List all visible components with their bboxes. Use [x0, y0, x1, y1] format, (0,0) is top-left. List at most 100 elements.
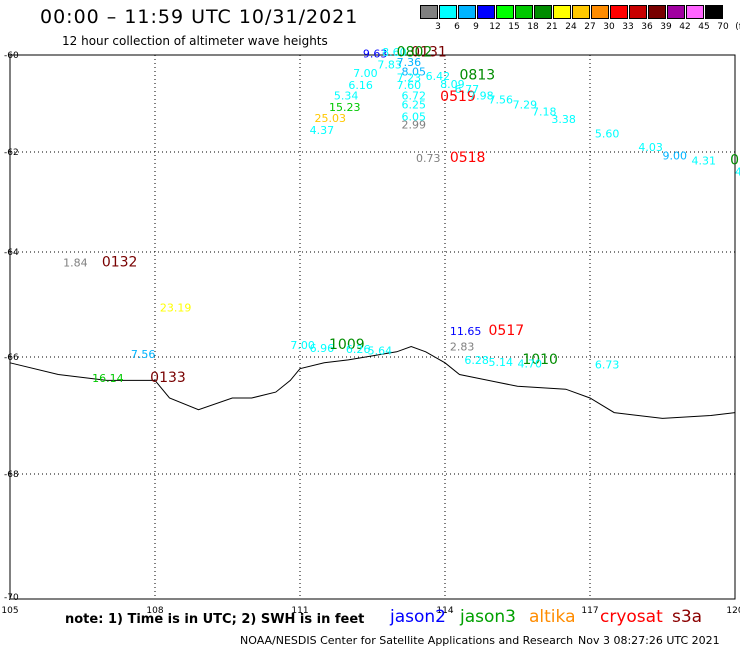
- wave-height-label: 15.23: [329, 101, 361, 114]
- coastline: [9, 345, 736, 419]
- scale-label: 21: [546, 22, 558, 32]
- map-grid: [10, 55, 735, 599]
- wave-height-label: 9.00: [663, 150, 688, 163]
- wave-height-label: 5.14: [489, 356, 514, 369]
- longitude-label: 114: [436, 606, 453, 616]
- pass-time-label: 1009: [329, 337, 365, 353]
- scale-label: 24: [565, 22, 577, 32]
- latitude-label: -66: [4, 353, 19, 363]
- wave-height-label: 7.18: [532, 106, 557, 119]
- legend-cryosat: cryosat: [600, 607, 663, 627]
- longitude-labels: 105 108 111 114 117 120: [1, 606, 740, 616]
- wave-height-label: 7.00: [353, 67, 378, 80]
- scale-label: 9: [473, 22, 479, 32]
- wave-height-label: 4.70: [518, 358, 543, 371]
- wave-height-label: 7.36: [397, 56, 422, 69]
- scale-swatch: [648, 5, 666, 19]
- pass-time-label: 0132: [102, 255, 138, 271]
- legend-jason2: jason2: [390, 607, 446, 627]
- scale-label: 45: [698, 22, 710, 32]
- scale-swatch: [515, 5, 533, 19]
- scale-swatch: [629, 5, 647, 19]
- wave-height-label: 7.98: [469, 90, 494, 103]
- wave-height-label: 5.34: [334, 90, 359, 103]
- wave-height-label: 2.83: [450, 341, 475, 354]
- latitude-label: -68: [4, 470, 19, 480]
- scale-label: 42: [679, 22, 691, 32]
- pass-time-label: 0814: [730, 153, 740, 169]
- scale-swatch: [439, 5, 457, 19]
- scale-label: 18: [527, 22, 539, 32]
- wave-height-label: 6.73: [595, 359, 620, 372]
- scale-label: 36: [641, 22, 653, 32]
- scale-label: 12: [489, 22, 501, 32]
- wave-height-label: 3.38: [551, 113, 576, 126]
- latitude-labels: -60 -62 -64 -66 -68 -70: [4, 51, 19, 603]
- wave-height-label: 7.00: [290, 339, 315, 352]
- wave-height-label: 8.09: [440, 78, 465, 91]
- map-frame: [9, 54, 736, 600]
- wave-height-label: 0.73: [416, 152, 441, 165]
- pass-time-label: 0802: [397, 44, 433, 60]
- scale-swatch: [705, 5, 723, 19]
- wave-height-label: 6.25: [402, 98, 427, 111]
- wave-height-label: 7.56: [131, 348, 156, 361]
- footer-credit: NOAA/NESDIS Center for Satellite Applica…: [240, 634, 574, 647]
- wave-height-label: 25.03: [315, 112, 347, 125]
- scale-swatch: [572, 5, 590, 19]
- wave-height-label: 4.62: [735, 166, 740, 179]
- latitude-label: -60: [4, 51, 19, 61]
- scale-label: 30: [603, 22, 615, 32]
- pass-time-label: 0813: [460, 67, 496, 83]
- wave-height-label: 11.65: [450, 325, 482, 338]
- scale-swatch: [534, 5, 552, 19]
- map-title: 00:00 – 11:59 UTC 10/31/2021: [40, 6, 359, 28]
- wave-height-label: 7.83: [377, 59, 402, 72]
- scale-swatch: [553, 5, 571, 19]
- wave-height-label: 6.42: [426, 70, 451, 83]
- legend-s3a: s3a: [672, 607, 703, 627]
- longitude-label: 108: [146, 606, 163, 616]
- wave-height-label: 6.96: [310, 342, 335, 355]
- wave-height-label: 2.99: [402, 119, 427, 132]
- wave-height-label: 5.64: [368, 344, 393, 357]
- wave-height-label: 6.05: [402, 110, 427, 123]
- wave-height-label: 4.03: [638, 141, 663, 154]
- scale-label: 6: [454, 22, 460, 32]
- footer-note: note: 1) Time is in UTC; 2) SWH is in fe…: [65, 612, 365, 627]
- longitude-label: 117: [581, 606, 598, 616]
- wave-height-label: 6.16: [348, 79, 373, 92]
- wave-height-label: 7.29: [513, 98, 538, 111]
- wave-height-label: 7.60: [397, 79, 422, 92]
- wave-height-label: 7.56: [489, 94, 514, 107]
- longitude-label: 111: [291, 606, 308, 616]
- map-subtitle: 12 hour collection of altimeter wave hei…: [62, 34, 328, 48]
- pass-time-label: 0519: [440, 89, 476, 105]
- wave-height-label: 4.37: [310, 124, 335, 137]
- wave-height-label: 9.63: [363, 47, 388, 60]
- pass-time-label: 0517: [489, 323, 525, 339]
- pass-time-label: 0131: [411, 44, 447, 60]
- footer-timestamp: Nov 3 08:27:26 UTC 2021: [578, 634, 720, 647]
- scale-label: 3: [435, 22, 441, 32]
- wave-height-label: 6.28: [464, 354, 489, 367]
- scale-swatch: [667, 5, 685, 19]
- wave-height-label: 8.60: [382, 46, 407, 59]
- wave-height-label: 16.14: [92, 372, 124, 385]
- wave-height-label: 6.26: [346, 343, 371, 356]
- longitude-label: 120: [726, 606, 740, 616]
- scale-label: 39: [660, 22, 672, 32]
- scale-label: (ft): [735, 22, 740, 32]
- scale-swatch: [477, 5, 495, 19]
- wave-height-label: 23.19: [160, 301, 192, 314]
- pass-time-label: 0133: [150, 370, 186, 386]
- wave-height-label: 1.84: [63, 257, 88, 270]
- scale-swatch: [686, 5, 704, 19]
- wave-height-label: 7.23: [397, 72, 422, 85]
- wave-height-label: 5.60: [595, 127, 620, 140]
- legend-altika: altika: [529, 607, 576, 627]
- scale-swatch: [496, 5, 514, 19]
- pass-time-label: 1010: [522, 352, 558, 368]
